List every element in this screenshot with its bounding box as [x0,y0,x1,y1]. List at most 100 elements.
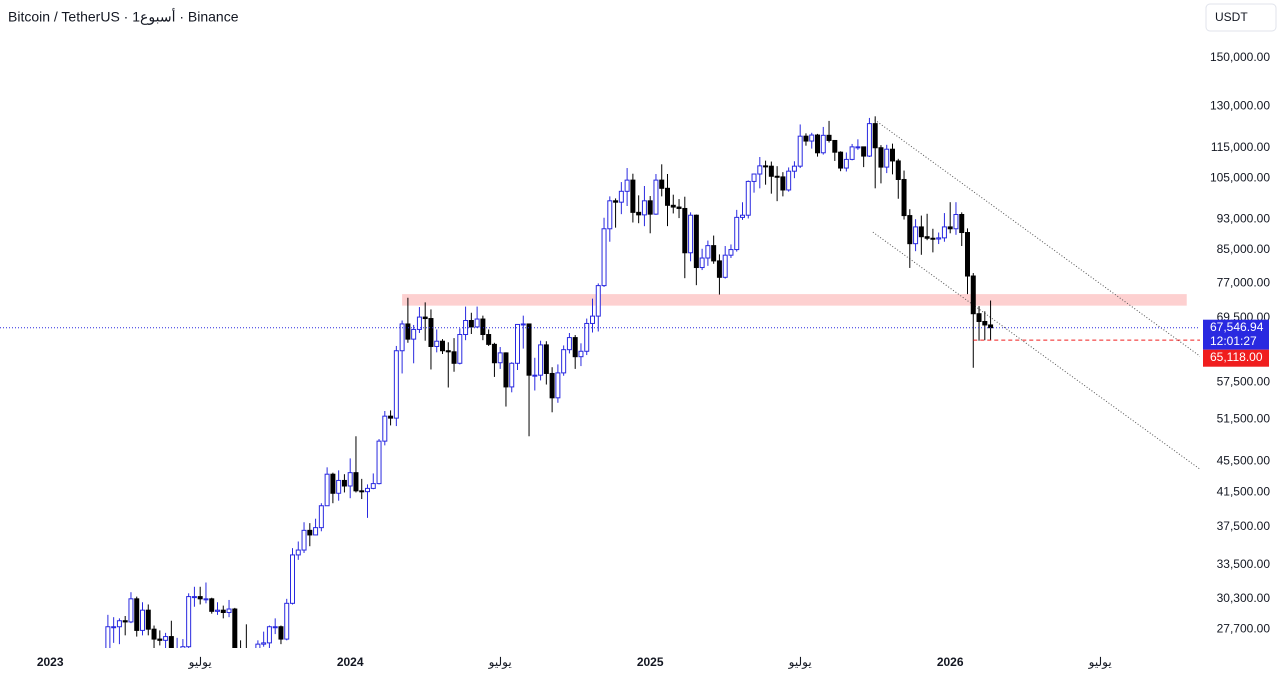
y-tick-label: 150,000.00 [1210,50,1270,64]
candle-body [376,440,382,485]
candle-body [561,349,567,374]
candle-body [163,636,169,641]
candle-body [970,275,976,315]
candle-body [797,135,803,167]
candle-body [359,490,365,493]
candle-body [411,328,417,340]
candle-body [468,320,474,328]
candle-body [780,176,786,191]
candle-body [647,200,653,215]
candle-body [774,175,780,178]
y-tick-label: 37,500.00 [1217,519,1271,533]
candle-body [140,609,145,631]
chart-title: Bitcoin / TetherUS · 1أسبوع · Binance [8,7,239,26]
candle-body [474,318,480,328]
x-tick-label: 2026 [937,655,964,669]
candle-body [786,170,792,191]
candle-body [497,352,503,364]
candle-body [688,214,694,254]
y-tick-label: 105,000.00 [1210,171,1270,185]
candle-body [128,598,134,623]
last-price-box [1203,319,1269,350]
candle-body [538,344,544,376]
candle-body [157,638,163,641]
candle-body [907,215,913,245]
candle-body [624,179,630,192]
candle-body [347,472,353,487]
candle-body [388,415,394,419]
candle-body [682,207,688,254]
candle-body [549,372,555,399]
candle-body [965,232,970,277]
candle-body [791,165,797,172]
candle-body [676,206,682,209]
candle-body [843,158,849,169]
candle-body [532,374,538,377]
candle-body [336,479,342,494]
candle-body [134,598,140,631]
y-tick-label: 51,500.00 [1217,412,1271,426]
y-tick-label: 77,000.00 [1217,276,1271,290]
candle-body [399,323,405,352]
candle-body [180,646,186,648]
candle-body [353,472,359,492]
candle-body [936,237,942,240]
candle-body [803,135,809,142]
candle-body [526,323,532,376]
candle-body [111,626,117,629]
candle-body [699,257,705,269]
candle-body [982,320,988,326]
candle-body [826,134,832,141]
candle-body [382,415,388,442]
x-tick-label: 2024 [337,655,364,669]
candle-body [480,318,486,336]
candle-body [272,626,278,629]
candle-body [820,134,826,154]
candle-body [341,479,347,487]
y-tick-label: 57,500.00 [1217,374,1271,388]
candle-body [445,350,451,353]
trend-line [874,119,1200,357]
candle-body [365,487,370,493]
candle-body [670,204,676,208]
candle-body [734,216,740,251]
candle-body [405,323,411,340]
candle-body [757,165,763,175]
candle-body [751,173,757,182]
candle-body [895,160,901,180]
x-tick-label: 2025 [637,655,664,669]
candle-body [434,340,440,347]
candle-body [947,226,953,230]
candle-body [838,151,844,169]
candle-body [284,602,290,640]
candle-body [855,146,861,149]
candle-body [295,549,301,556]
candle-body [313,527,319,536]
candle-body [884,148,890,168]
candle-body [849,146,855,160]
y-tick-label: 41,500.00 [1217,485,1271,499]
y-tick-label: 33,500.00 [1217,557,1271,571]
candle-body [659,179,665,189]
candle-body [890,148,895,162]
candle-body [440,340,445,352]
candle-body [307,529,313,536]
currency-label[interactable]: USDT [1215,10,1248,24]
candle-body [515,323,520,364]
candle-body [572,337,578,358]
candle-body [266,626,272,644]
candle-body [959,214,965,234]
candle-body [728,249,734,256]
candle-body [318,505,324,529]
currency-button[interactable] [1205,3,1277,32]
plot-area [105,116,1200,648]
candle-body [630,179,636,213]
trend-line [872,231,1200,470]
candle-body [584,322,590,352]
candle-body [370,483,376,489]
candle-body [653,179,659,215]
candle-body [203,598,209,601]
candle-body [595,285,601,317]
